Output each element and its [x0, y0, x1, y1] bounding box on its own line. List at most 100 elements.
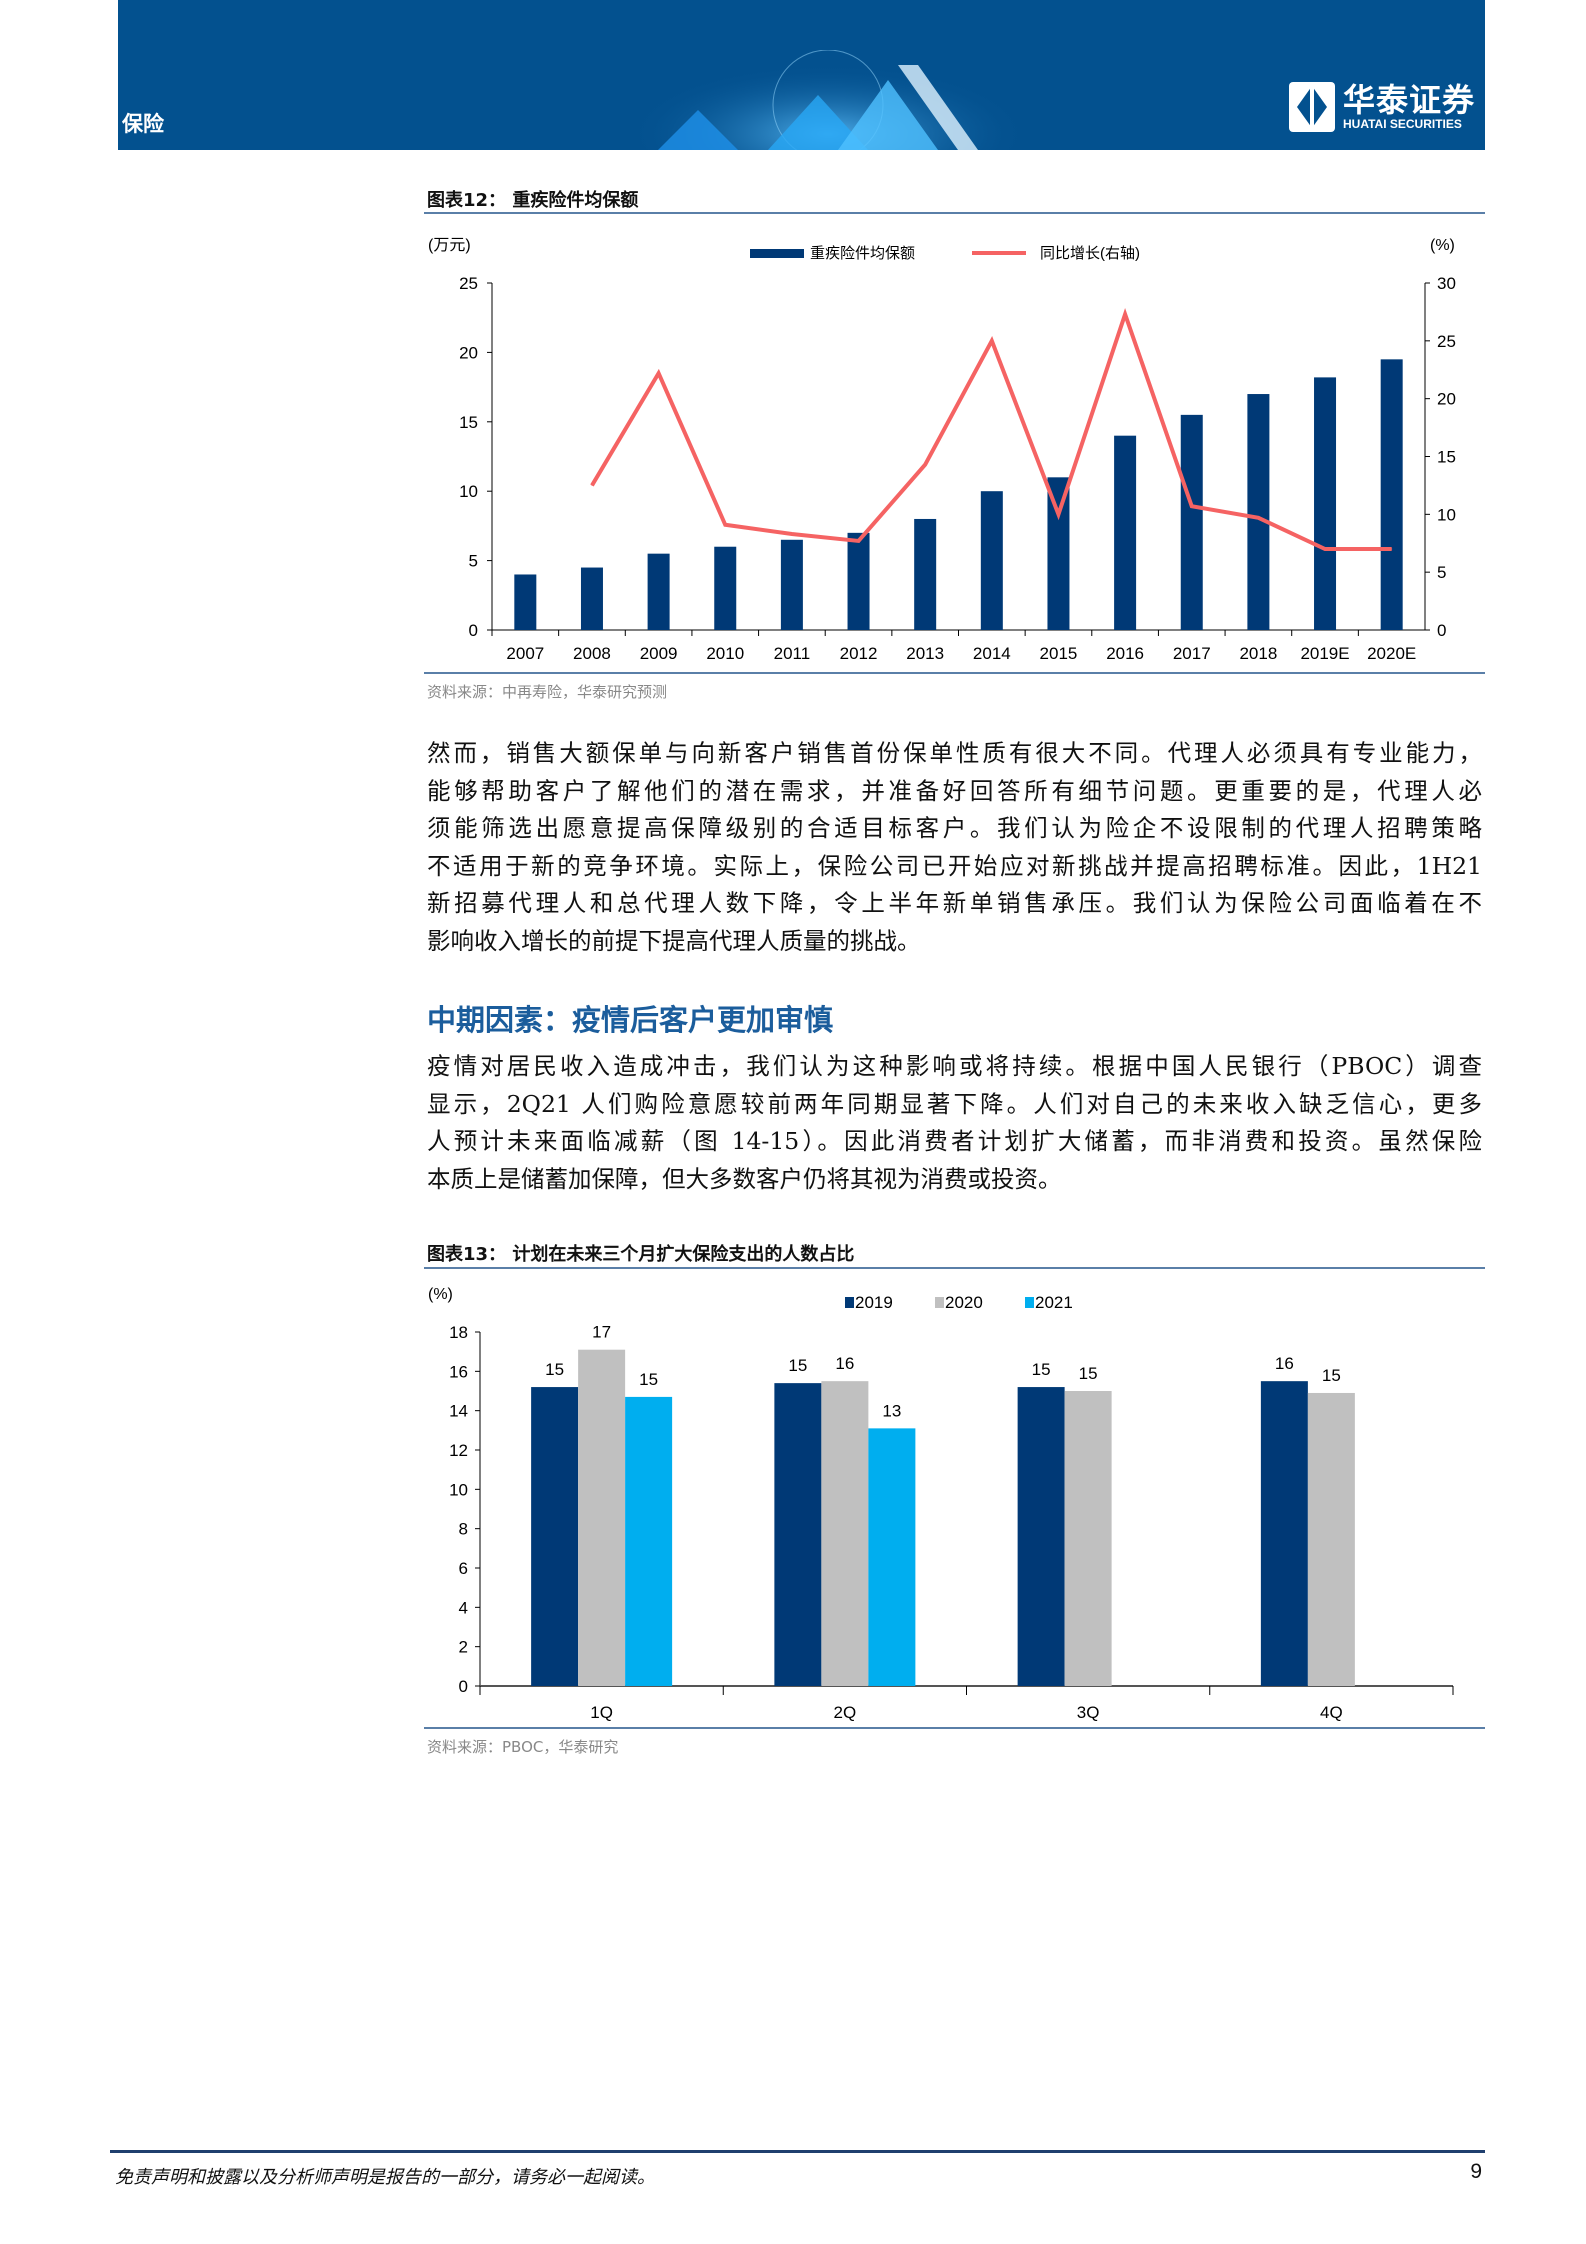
paragraph-line: 显示，2Q21 人们购险意愿较前两年同期显著下降。人们对自己的未来收入缺乏信心，…	[427, 1089, 1482, 1118]
bar-2013	[914, 518, 937, 630]
bar-2015	[1047, 477, 1070, 630]
bar-2009	[647, 553, 670, 630]
bar-2020E	[1380, 359, 1403, 630]
bar-2007	[514, 574, 537, 630]
right-tick-label: 30	[1437, 274, 1456, 293]
right-tick-label: 5	[1437, 563, 1446, 582]
data-label: 15	[545, 1360, 564, 1379]
legend-line-label: 同比增长(右轴)	[1040, 245, 1140, 262]
paragraph-line: 疫情对居民收入造成冲击，我们认为这种影响或将持续。根据中国人民银行（PBOC）调…	[427, 1052, 1482, 1080]
left-tick-label: 10	[459, 482, 478, 501]
paragraph-line: 影响收入增长的前提下提高代理人质量的挑战。	[427, 926, 921, 955]
right-tick-label: 20	[1437, 390, 1456, 409]
right-tick-label: 10	[1437, 505, 1456, 524]
figure13-bottom-rule	[424, 1727, 1485, 1729]
right-tick-label: 0	[1437, 621, 1446, 640]
growth-point-2012	[858, 540, 860, 542]
x-tick-label: 2009	[640, 644, 678, 663]
legend-label-2021: 2021	[1035, 1293, 1073, 1312]
x-tick-label: 4Q	[1320, 1703, 1343, 1722]
x-tick-label: 2008	[573, 644, 611, 663]
left-tick-label: 0	[469, 621, 478, 640]
y-tick-label: 10	[449, 1480, 468, 1499]
section-label: 保险	[122, 112, 164, 136]
x-tick-label: 1Q	[590, 1703, 613, 1722]
x-tick-label: 2018	[1239, 644, 1277, 663]
growth-point-2013	[924, 464, 926, 466]
bar-1Q-2021	[625, 1396, 673, 1686]
figure12-title: 图表12： 重疾险件均保额	[427, 190, 639, 211]
growth-point-2008	[591, 484, 593, 486]
paragraph-line: 须能筛选出愿意提高保障级别的合适目标客户。我们认为险企不设限制的代理人招聘策略	[427, 814, 1482, 843]
paragraph-line: 能够帮助客户了解他们的潜在需求，并准备好回答所有细节问题。更重要的是，代理人必	[427, 776, 1482, 805]
growth-point-2009	[658, 372, 660, 374]
bar-3Q-2020	[1064, 1391, 1112, 1686]
x-tick-label: 2012	[840, 644, 878, 663]
logo-text-en: HUATAI SECURITIES	[1342, 117, 1462, 131]
paragraph-line: 本质上是储蓄加保障，但大多数客户仍将其视为消费或投资。	[427, 1164, 1062, 1193]
y-axis-unit: (%)	[428, 1286, 453, 1303]
bar-2008	[580, 567, 603, 630]
logo-text-cn: 华泰证券	[1342, 81, 1475, 119]
x-tick-label: 2019E	[1300, 644, 1349, 663]
figure12-bottom-rule	[424, 672, 1485, 674]
paragraph-line: 人预计未来面临减薪（图 14-15）。因此消费者计划扩大储蓄，而非消费和投资。虽…	[427, 1127, 1482, 1156]
y-tick-label: 8	[459, 1520, 468, 1539]
left-tick-label: 25	[459, 274, 478, 293]
y-tick-label: 0	[459, 1677, 468, 1696]
data-label: 16	[835, 1354, 854, 1373]
bar-4Q-2020	[1307, 1392, 1355, 1686]
growth-point-2011	[791, 533, 793, 535]
y-tick-label: 18	[449, 1323, 468, 1342]
legend-bar-label: 重疾险件均保额	[810, 245, 915, 262]
page-number: 9	[1470, 2160, 1482, 2183]
bar-2Q-2020	[821, 1381, 869, 1686]
figure12-top-rule	[424, 212, 1485, 214]
paragraph-line: 不适用于新的竞争环境。实际上，保险公司已开始应对新挑战并提高招聘标准。因此，1H…	[427, 851, 1482, 880]
paragraph-line: 新招募代理人和总代理人数下降，令上半年新单销售承压。我们认为保险公司面临着在不	[427, 889, 1482, 918]
legend-label-2019: 2019	[855, 1293, 893, 1312]
left-axis-unit: (万元)	[428, 237, 471, 254]
bar-1Q-2020	[578, 1349, 626, 1686]
bar-2011	[780, 539, 803, 630]
bar-2010	[714, 546, 737, 630]
legend-label-2020: 2020	[945, 1293, 983, 1312]
right-tick-label: 15	[1437, 448, 1456, 467]
bar-4Q-2019	[1260, 1381, 1308, 1686]
page-header: 保险 华泰证券 HUATAI SECURITIES	[118, 0, 1485, 150]
data-label: 16	[1275, 1354, 1294, 1373]
data-label: 15	[639, 1370, 658, 1389]
data-label: 15	[1079, 1364, 1098, 1383]
growth-point-2014	[991, 340, 993, 342]
y-tick-label: 16	[449, 1362, 468, 1381]
y-tick-label: 4	[459, 1598, 468, 1617]
figure12-chart: (万元) (%) 重疾险件均保额 同比增长(右轴) 0 5 10 15 20 25 0 5 10 15 20…	[428, 237, 1456, 663]
figure13-source: 资料来源：PBOC，华泰研究	[427, 1738, 619, 1756]
bar-1Q-2019	[531, 1387, 579, 1686]
figure12-source: 资料来源：中再寿险，华泰研究预测	[427, 683, 668, 701]
x-tick-label: 2017	[1173, 644, 1211, 663]
bar-2Q-2019	[774, 1383, 822, 1686]
x-tick-label: 3Q	[1077, 1703, 1100, 1722]
growth-point-2016	[1124, 313, 1126, 315]
left-tick-label: 20	[459, 343, 478, 362]
data-label: 15	[1032, 1360, 1051, 1379]
bar-2017	[1180, 414, 1203, 630]
legend-swatch-2021	[1025, 1297, 1034, 1308]
bar-3Q-2019	[1017, 1387, 1065, 1686]
header-decoration	[628, 50, 1028, 150]
x-tick-label: 2016	[1106, 644, 1144, 663]
data-label: 15	[1322, 1366, 1341, 1385]
bar-2Q-2021	[868, 1428, 916, 1686]
y-tick-label: 12	[449, 1441, 468, 1460]
huatai-logo: 华泰证券 HUATAI SECURITIES	[1288, 81, 1475, 132]
footer-rule	[110, 2150, 1485, 2153]
figure13-title: 图表13： 计划在未来三个月扩大保险支出的人数占比	[427, 1244, 855, 1265]
legend-swatch-2019	[845, 1297, 854, 1308]
x-tick-label: 2010	[706, 644, 744, 663]
growth-point-2015	[1057, 513, 1059, 515]
left-tick-label: 15	[459, 413, 478, 432]
y-tick-label: 2	[459, 1638, 468, 1657]
growth-point-2020E	[1391, 548, 1393, 550]
y-tick-label: 14	[449, 1402, 468, 1421]
